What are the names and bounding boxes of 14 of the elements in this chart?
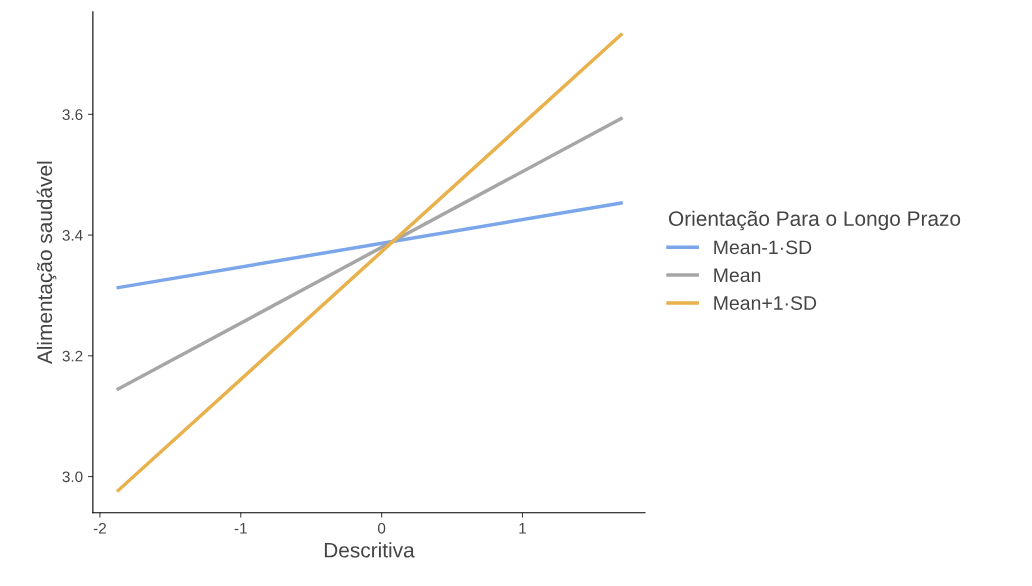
x-tick-label: 1	[519, 523, 526, 534]
x-tick-label: 0	[377, 522, 386, 534]
legend-label: Mean+1·SD	[714, 296, 817, 310]
x-tick-label: -1	[234, 523, 247, 534]
y-tick-label: 3.2	[62, 350, 83, 362]
y-tick-label: 3.4	[62, 229, 83, 241]
x-axis-title: Descritiva	[324, 542, 415, 558]
legend-label: Mean	[714, 268, 761, 283]
y-axis-title: Alimentação saudável	[36, 161, 57, 365]
legend-title: Orientação Para o Longo Prazo	[669, 210, 961, 231]
legend-label: Mean-1·SD	[714, 240, 812, 255]
x-tick-label: -2	[93, 522, 106, 534]
y-tick-label: 3.6	[62, 109, 83, 121]
y-tick-label: 3.0	[62, 471, 83, 483]
